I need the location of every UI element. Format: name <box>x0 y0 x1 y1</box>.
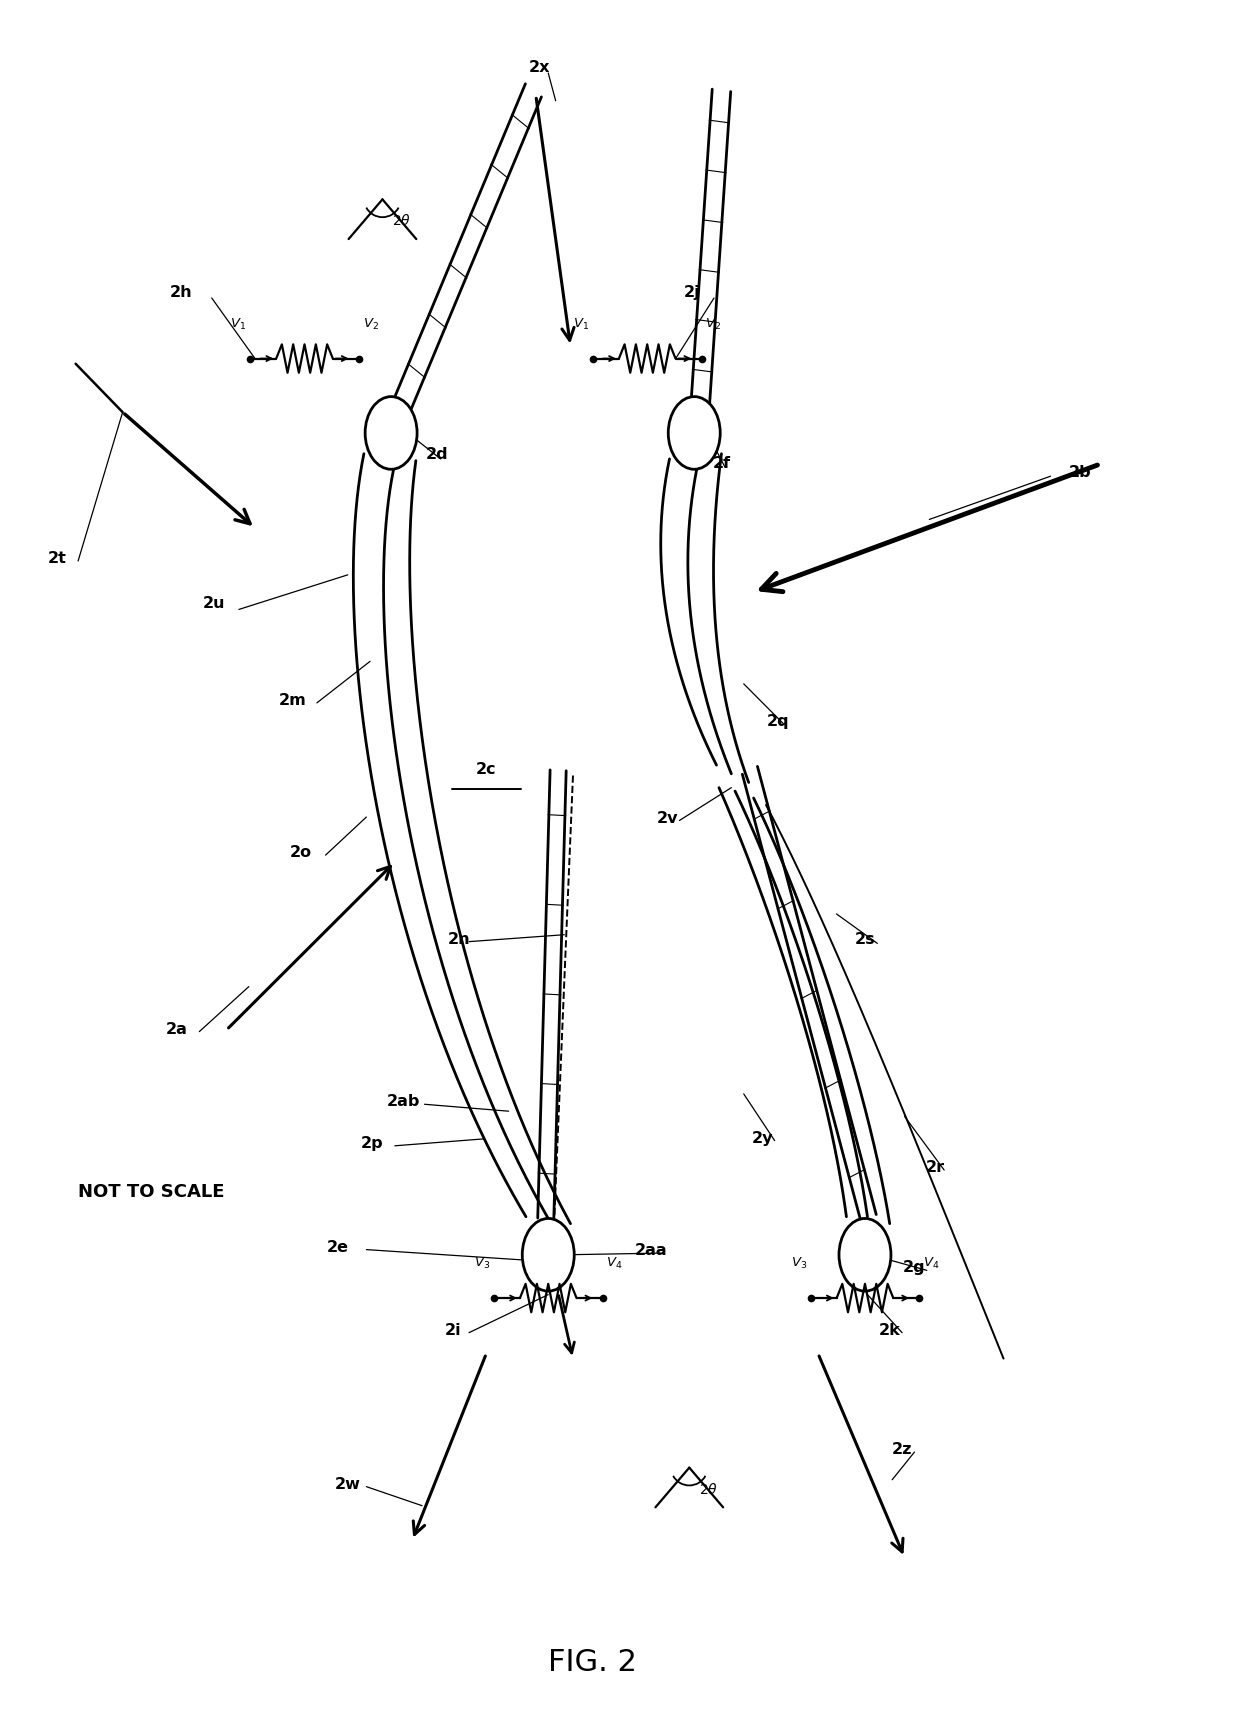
Text: $V_4$: $V_4$ <box>923 1256 940 1271</box>
Text: NOT TO SCALE: NOT TO SCALE <box>78 1183 224 1200</box>
Text: 2c: 2c <box>476 762 497 776</box>
Circle shape <box>839 1219 892 1292</box>
Text: 2e: 2e <box>327 1238 348 1254</box>
Text: 2n: 2n <box>448 932 470 946</box>
Text: $V_3$: $V_3$ <box>474 1256 490 1271</box>
Text: $2\theta$: $2\theta$ <box>699 1481 718 1496</box>
Text: 2w: 2w <box>335 1476 361 1491</box>
Text: 2g: 2g <box>903 1259 926 1275</box>
Text: 2u: 2u <box>203 596 226 611</box>
Text: 2f: 2f <box>713 456 730 471</box>
Text: 2b: 2b <box>1069 464 1091 480</box>
Text: 2m: 2m <box>278 693 306 707</box>
Circle shape <box>668 397 720 469</box>
Text: 2t: 2t <box>47 551 67 566</box>
Text: 2aa: 2aa <box>635 1242 667 1257</box>
Text: $V_3$: $V_3$ <box>791 1256 807 1271</box>
Text: 2r: 2r <box>926 1159 945 1174</box>
Text: $V_1$: $V_1$ <box>231 317 247 331</box>
Text: 2k: 2k <box>879 1322 900 1337</box>
Text: 2ab: 2ab <box>387 1093 420 1108</box>
Text: 2h: 2h <box>170 284 192 300</box>
Text: $V_2$: $V_2$ <box>362 317 378 331</box>
Circle shape <box>365 397 417 469</box>
Text: 2o: 2o <box>290 845 311 859</box>
Text: 2i: 2i <box>445 1322 461 1337</box>
Text: 2y: 2y <box>751 1129 773 1145</box>
Text: $V_4$: $V_4$ <box>606 1256 622 1271</box>
Circle shape <box>522 1219 574 1292</box>
Text: 2v: 2v <box>656 811 678 824</box>
Text: $V_1$: $V_1$ <box>573 317 589 331</box>
Text: 2x: 2x <box>528 59 551 74</box>
Text: 2q: 2q <box>768 714 790 727</box>
Text: 2p: 2p <box>361 1134 384 1150</box>
Text: $V_2$: $V_2$ <box>706 317 722 331</box>
Text: FIG. 2: FIG. 2 <box>548 1647 637 1677</box>
Text: $2\theta$: $2\theta$ <box>392 213 412 229</box>
Text: 2z: 2z <box>892 1441 913 1457</box>
Text: 2a: 2a <box>166 1022 188 1036</box>
Text: 2d: 2d <box>425 447 448 462</box>
Text: 2j: 2j <box>683 284 701 300</box>
Text: 2s: 2s <box>854 932 875 946</box>
